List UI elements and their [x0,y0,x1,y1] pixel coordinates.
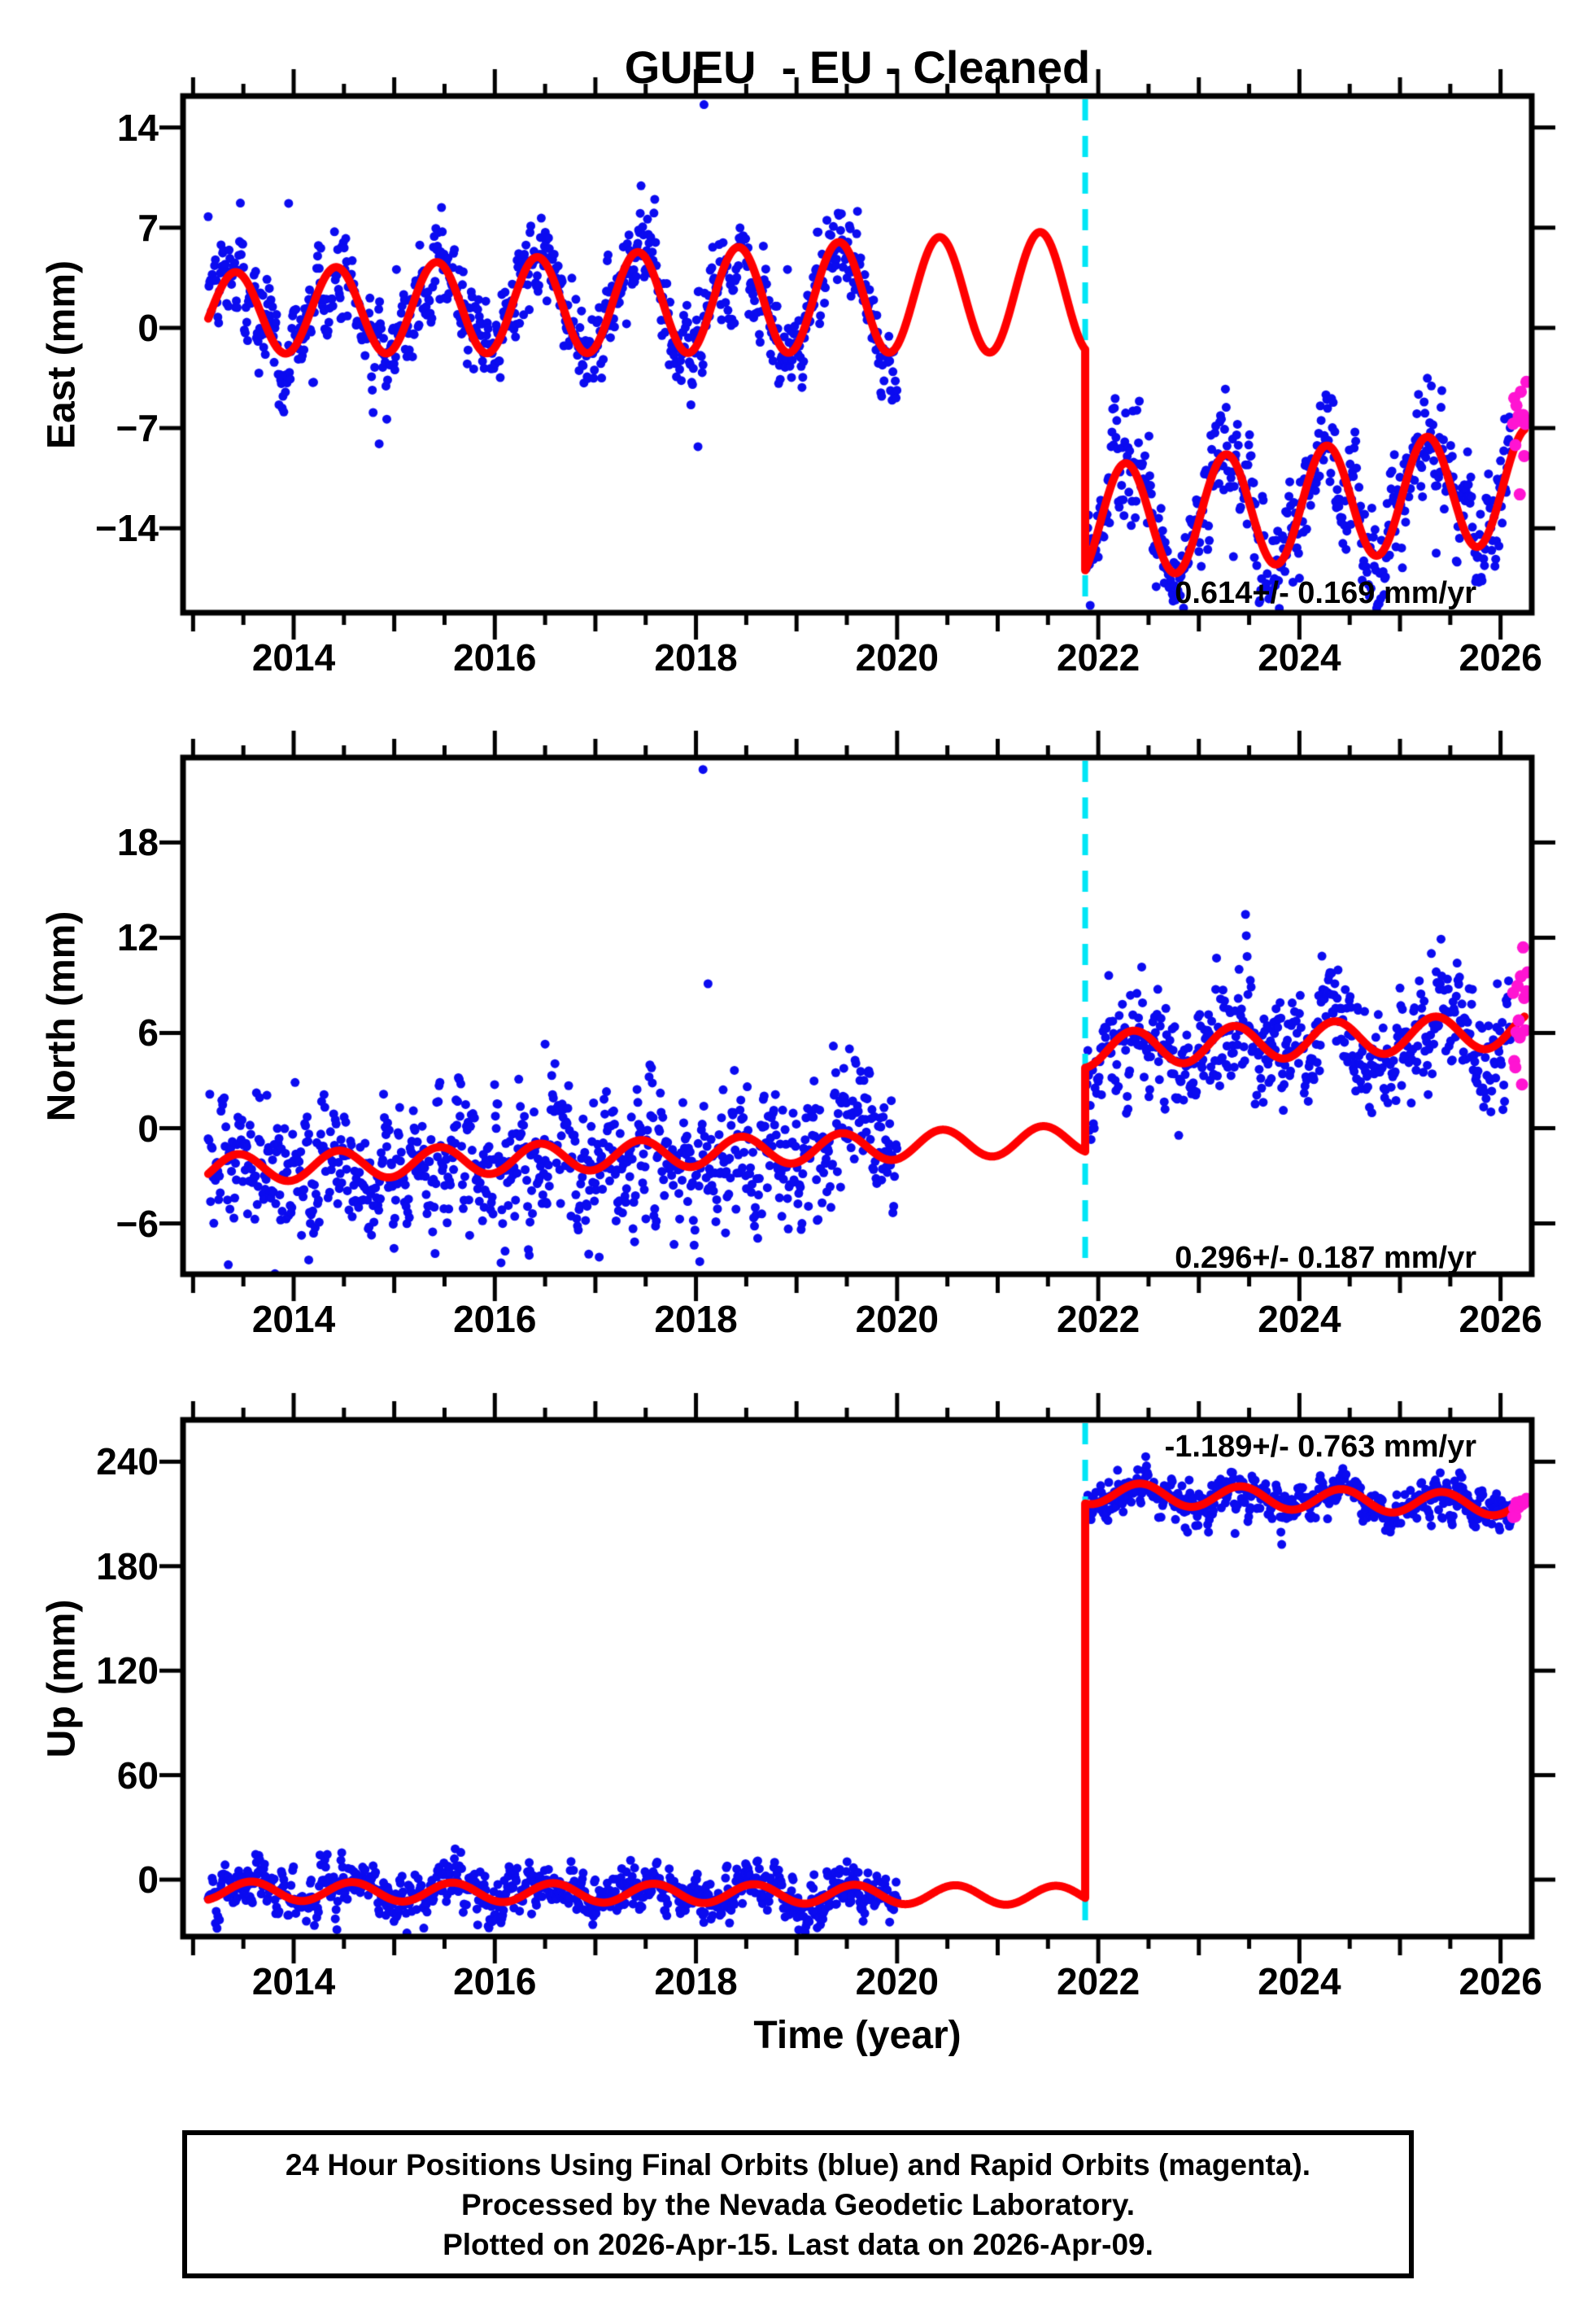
x-tick-label: 2014 [251,636,336,679]
x-tick-label: 2026 [1459,636,1542,679]
x-tick-label: 2024 [1258,1298,1341,1340]
x-tick-label: 2016 [453,1960,537,2002]
x-tick-label: 2018 [654,1960,738,2002]
x-tick-label: 2016 [453,1298,537,1340]
x-tick-label: 2014 [251,1960,336,2002]
x-tick-label: 2020 [855,1960,939,2002]
y-tick-label: 180 [96,1544,159,1588]
x-tick-label: 2024 [1258,1960,1341,2002]
y-tick-label: −14 [94,507,159,550]
velocity-annotation-east: 0.614+/- 0.169 mm/yr [1175,576,1476,610]
x-tick-label: 2020 [855,1298,939,1340]
x-tick-label: 2022 [1056,1298,1140,1340]
chart-title: GUEU - EU - Cleaned [624,41,1091,93]
x-tick-label: 2014 [251,1298,336,1340]
x-tick-label: 2018 [654,636,738,679]
x-tick-label: 2018 [654,1298,738,1340]
y-tick-label: 7 [137,206,159,249]
x-tick-label: 2026 [1459,1960,1542,2002]
y-tick-label: 14 [116,106,159,149]
x-tick-label: 2016 [453,636,537,679]
caption-line-3: Plotted on 2026-Apr-15. Last data on 202… [443,2227,1153,2261]
velocity-annotation-up: -1.189+/- 0.763 mm/yr [1164,1430,1476,1464]
y-tick-label: 18 [116,821,159,864]
y-tick-label: 240 [96,1440,159,1483]
x-tick-label: 2022 [1056,1960,1140,2002]
y-tick-label: 120 [96,1649,159,1692]
y-tick-label: 0 [137,1107,159,1150]
x-tick-label: 2020 [855,636,939,679]
y-tick-label: 12 [116,916,159,959]
caption-box: 24 Hour Positions Using Final Orbits (bl… [182,2130,1414,2278]
y-tick-label: 6 [137,1011,159,1055]
y-tick-label: 60 [116,1754,159,1797]
y-tick-label: 0 [137,1858,159,1901]
x-tick-label: 2026 [1459,1298,1542,1340]
x-tick-label: 2024 [1258,636,1341,679]
caption-line-1: 24 Hour Positions Using Final Orbits (bl… [285,2147,1311,2182]
y-tick-label: −6 [116,1202,159,1245]
velocity-annotation-north: 0.296+/- 0.187 mm/yr [1175,1241,1476,1275]
y-tick-label: −7 [116,407,159,450]
x-tick-label: 2022 [1056,636,1140,679]
caption-line-2: Processed by the Nevada Geodetic Laborat… [461,2187,1135,2221]
x-axis-label: Time (year) [753,2014,962,2057]
y-tick-label: 0 [137,306,159,349]
